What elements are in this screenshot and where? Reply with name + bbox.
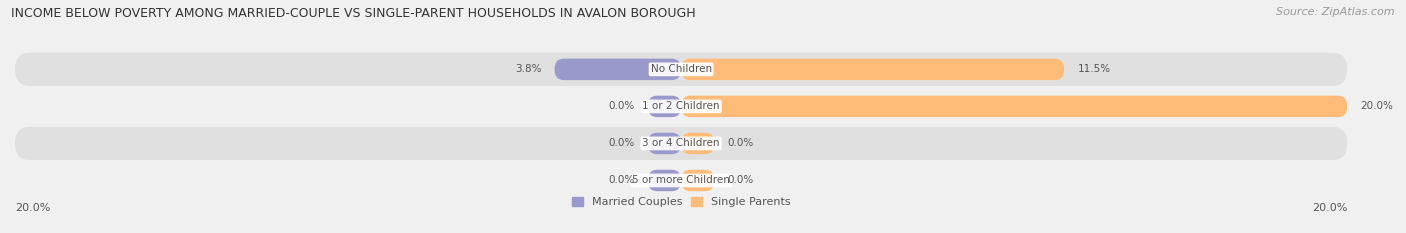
Text: 0.0%: 0.0% [728,175,754,185]
Text: 0.0%: 0.0% [728,138,754,148]
Text: 20.0%: 20.0% [1361,101,1393,111]
Text: 11.5%: 11.5% [1077,64,1111,74]
FancyBboxPatch shape [648,170,681,191]
Text: 0.0%: 0.0% [609,175,634,185]
FancyBboxPatch shape [554,59,681,80]
Text: 20.0%: 20.0% [15,203,51,213]
FancyBboxPatch shape [681,170,714,191]
FancyBboxPatch shape [681,133,714,154]
FancyBboxPatch shape [648,96,681,117]
Text: 3.8%: 3.8% [515,64,541,74]
Text: No Children: No Children [651,64,711,74]
Text: INCOME BELOW POVERTY AMONG MARRIED-COUPLE VS SINGLE-PARENT HOUSEHOLDS IN AVALON : INCOME BELOW POVERTY AMONG MARRIED-COUPL… [11,7,696,20]
FancyBboxPatch shape [681,96,1347,117]
FancyBboxPatch shape [15,90,1347,123]
Legend: Married Couples, Single Parents: Married Couples, Single Parents [567,193,794,212]
Text: 1 or 2 Children: 1 or 2 Children [643,101,720,111]
FancyBboxPatch shape [15,127,1347,160]
FancyBboxPatch shape [15,53,1347,86]
Text: 5 or more Children: 5 or more Children [633,175,730,185]
FancyBboxPatch shape [15,164,1347,197]
Text: 3 or 4 Children: 3 or 4 Children [643,138,720,148]
Text: 0.0%: 0.0% [609,138,634,148]
Text: 20.0%: 20.0% [1312,203,1347,213]
Text: 0.0%: 0.0% [609,101,634,111]
FancyBboxPatch shape [648,133,681,154]
Text: Source: ZipAtlas.com: Source: ZipAtlas.com [1277,7,1395,17]
FancyBboxPatch shape [681,59,1064,80]
